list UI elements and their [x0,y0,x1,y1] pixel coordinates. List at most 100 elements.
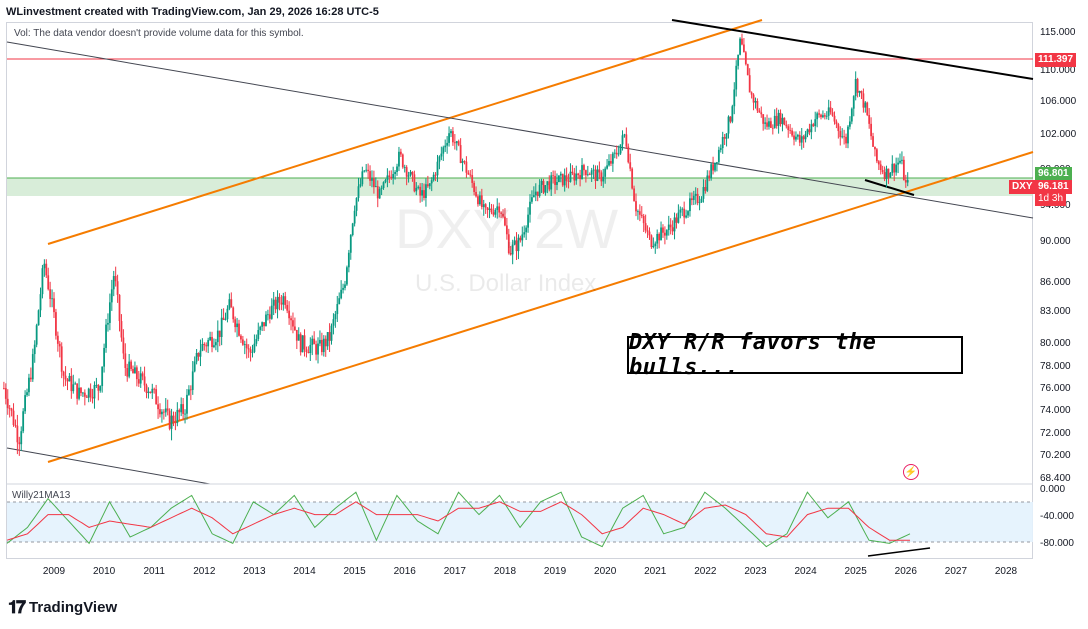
price-axis[interactable]: 115.000110.000106.000102.00098.00094.000… [1040,27,1077,484]
divergence-line-price[interactable] [864,179,915,196]
candle-body [425,184,427,198]
candle-body [230,299,233,308]
ma13-line [6,501,910,541]
watermark-name: U.S. Dollar Index [415,270,597,297]
candle-body [685,215,687,218]
candle-body [662,227,664,233]
candle-body [374,186,377,188]
symbol-tag: DXY [1009,180,1036,194]
channel-upper-line[interactable] [47,19,763,245]
candle-body [723,136,726,139]
candle-body [729,116,732,122]
candle-body [825,115,828,117]
candle-body [683,208,686,218]
candle-body [401,154,404,168]
candle-body [209,336,211,341]
time-tick-label: 2014 [293,566,316,577]
candle-body [548,181,551,190]
candle-body [847,126,849,144]
candle-body [376,186,379,199]
divergence-line-indicator[interactable] [867,547,931,557]
time-tick-label: 2024 [794,566,817,577]
candle-body [313,338,316,345]
chart-frame [6,22,1033,559]
candle-body [442,147,445,154]
candle-body [823,115,826,117]
candle-body [110,289,113,303]
price-tick-label: 80.000 [1040,338,1071,349]
candle-body [789,130,792,131]
candle-body [465,161,468,173]
candle-body [536,191,539,197]
time-axis[interactable]: 2009 2010 2011 2012 2013 2014 2015 2016 2017 2018… [43,566,1018,577]
price-tick-label: 78.000 [1040,361,1071,372]
indicator-label[interactable]: Willy21MA13 [12,490,71,501]
annotation-box[interactable]: DXY R/R favors the bulls... [627,330,963,380]
price-tick-label: 106.000 [1040,96,1077,107]
candle-body [193,361,196,372]
candle-body [519,237,522,241]
candle-body [604,168,607,177]
long-trendline[interactable] [6,41,1034,219]
candle-body [704,187,707,191]
time-tick-label: 2020 [594,566,617,577]
candle-body [60,346,63,372]
candle-body [64,375,67,380]
tradingview-logo-icon: 𝟏𝟕 [8,597,26,617]
candle-body [405,167,408,177]
candle-body [721,136,724,149]
candle-body [324,338,327,347]
candle-body [407,175,410,177]
candle-body [120,321,123,338]
candle-body [114,276,117,282]
annotation-text: DXY R/R favors the bulls... [629,330,877,380]
candle-body [261,322,264,327]
candle-body [290,318,292,321]
channel-lower-line[interactable] [47,151,1034,463]
candle-body [494,209,497,215]
candle-body [191,371,194,390]
candle-body [257,330,260,339]
candle-body [558,175,560,182]
candle-body [299,334,302,353]
candle-body [791,130,793,136]
candle-body [831,112,834,116]
tradingview-logo[interactable]: 𝟏𝟕 TradingView [8,597,117,618]
candle-body [272,299,275,306]
candle-body [669,224,672,228]
price-tick-label: 76.000 [1040,383,1071,394]
candle-body [525,227,528,233]
candle-body [583,165,585,171]
candle-body [702,187,705,199]
candle-body [646,230,649,232]
lightning-icon[interactable]: ⚡ [903,464,919,480]
candle-body [714,162,716,171]
candle-body [478,195,481,205]
candle-body [440,153,443,157]
candle-body [346,267,348,285]
candle-body [546,181,549,186]
candle-body [743,44,745,53]
time-tick-label: 2016 [394,566,417,577]
candle-body [103,347,106,367]
indicator-axis[interactable]: 0.000 -40.000 -80.000 [1040,484,1074,549]
candle-body [810,124,813,133]
candle-body [78,387,80,399]
candle-body [850,108,853,122]
candle-body [868,114,871,124]
candle-body [473,182,476,192]
candle-body [320,339,323,353]
resistance-trendline[interactable] [671,19,1034,80]
candle-body [874,146,876,150]
candle-body [453,142,456,144]
candle-body [650,235,653,248]
lower-trendline[interactable] [6,447,211,485]
candle-body [33,344,36,355]
candle-body [552,175,555,177]
bar-countdown: 1d 3h [1035,192,1067,206]
candle-body [471,175,474,183]
time-tick-label: 2012 [193,566,216,577]
candle-body [2,388,5,389]
candle-body [631,168,634,189]
